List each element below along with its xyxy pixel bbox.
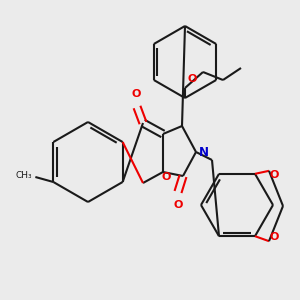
Text: O: O <box>270 232 279 242</box>
Text: O: O <box>270 170 279 180</box>
Text: O: O <box>161 172 170 182</box>
Text: N: N <box>199 146 209 160</box>
Text: O: O <box>173 200 183 210</box>
Text: O: O <box>131 89 141 99</box>
Text: CH₃: CH₃ <box>16 172 32 181</box>
Text: O: O <box>187 74 196 84</box>
